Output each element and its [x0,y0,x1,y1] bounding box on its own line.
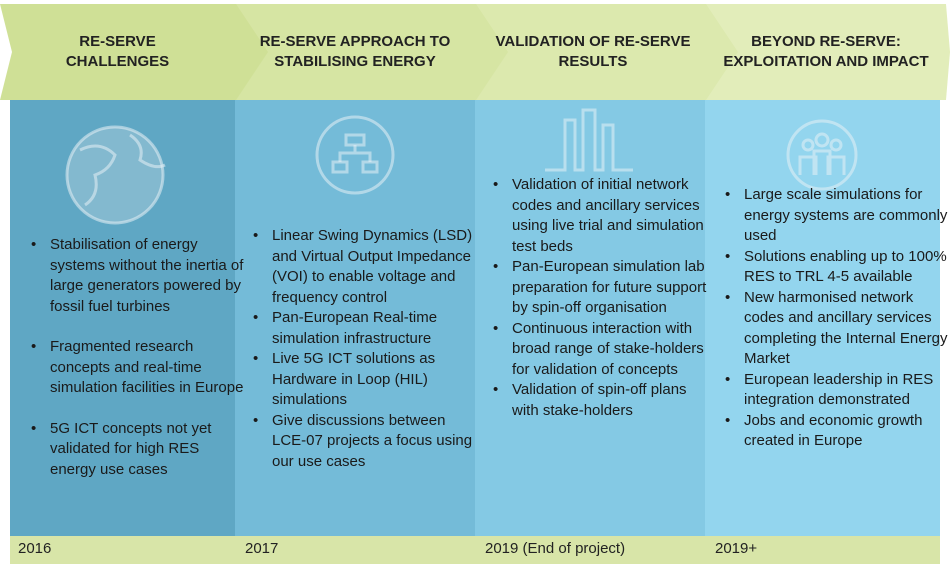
chevron [236,4,522,100]
bullet-list: Large scale simulations for energy syste… [722,185,952,452]
chevron-row [0,4,950,100]
bullet-item: Validation of spin-off plans with stake-… [493,380,717,421]
cycle-icon [315,115,395,195]
bullet-item: New harmonised network codes and ancilla… [725,288,952,370]
person [814,132,830,148]
bullet-item: 5G ICT concepts not yet validated for hi… [31,419,246,481]
bullet-item: Give discussions between LCE-07 projects… [253,411,482,473]
person [801,138,815,152]
bullet-item: Pan-European simulation lab preparation … [493,257,717,319]
column-heading: VALIDATION OF RE-SERVE RESULTS [495,33,691,70]
city-icon [545,108,633,172]
bullet-item: Continuous interaction with broad range … [493,319,717,381]
bullet-item: Validation of initial network codes and … [493,175,717,257]
chevron [476,4,752,100]
column-heading: BEYOND RE-SERVE: EXPLOITATION AND IMPACT [723,33,929,70]
bullet-item: Pan-European Real-time simulation infras… [253,308,482,349]
bullet-item: Large scale simulations for energy syste… [725,185,952,247]
bullet-item: Linear Swing Dynamics (LSD) and Virtual … [253,226,482,308]
bullet-item: Stabilisation of energy systems without … [31,235,246,317]
column-heading: RE-SERVE CHALLENGES [65,33,170,70]
flow-box [361,160,379,174]
year-label: 2019+ [715,540,758,557]
globe-detail [79,133,166,207]
chevron [706,4,950,100]
bullet-item: Solutions enabling up to 100% RES to TRL… [725,247,952,288]
bullet-item: Fragmented research concepts and real-ti… [31,337,246,399]
bullet-item: Live 5G ICT solutions as Hardware in Loo… [253,349,482,411]
bullet-item: European leadership in RES integration d… [725,370,952,411]
year-label: 2019 (End of project) [485,540,626,557]
chevron [0,4,282,100]
flow-lines [338,145,372,162]
bullet-item: Jobs and economic growth created in Euro… [725,411,952,452]
person [829,138,843,152]
bullet-list: Validation of initial network codes and … [490,175,717,421]
globe-icon [65,125,165,225]
year-label: 2016 [18,540,52,557]
bullet-list: Stabilisation of energy systems without … [28,235,246,500]
flow-box [344,133,366,147]
person-bodies [798,149,846,175]
year-bar [10,536,940,564]
icons [65,108,858,225]
people-icon [786,119,858,191]
year-label: 2017 [245,540,279,557]
bullet-list: Linear Swing Dynamics (LSD) and Virtual … [250,226,482,472]
column-heading: RE-SERVE APPROACH TO STABILISING ENERGY [259,33,451,70]
flow-box [331,160,349,174]
